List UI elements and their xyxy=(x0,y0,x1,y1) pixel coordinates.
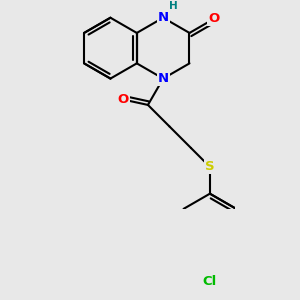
Text: O: O xyxy=(118,93,129,106)
Text: H: H xyxy=(169,1,177,11)
Text: O: O xyxy=(208,12,219,26)
Text: S: S xyxy=(205,160,215,173)
Text: N: N xyxy=(158,11,169,24)
Text: N: N xyxy=(158,72,169,85)
Text: Cl: Cl xyxy=(203,275,217,288)
